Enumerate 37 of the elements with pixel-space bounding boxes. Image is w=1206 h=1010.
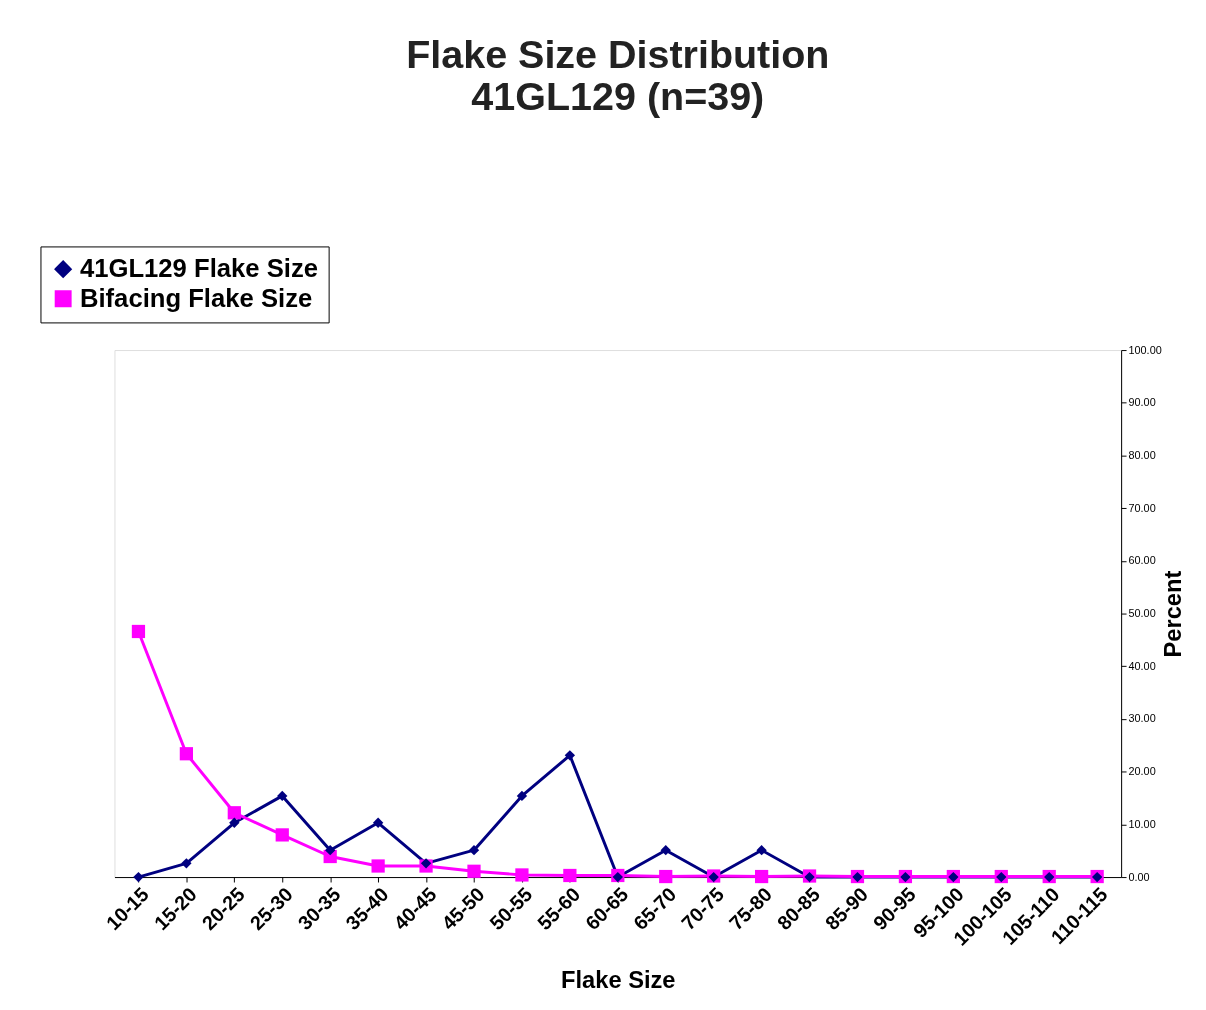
y-tick-label: 40.00 xyxy=(1128,659,1156,672)
point xyxy=(277,790,288,802)
point xyxy=(131,624,146,639)
point xyxy=(754,869,769,884)
point xyxy=(420,858,432,869)
point xyxy=(515,868,529,882)
point xyxy=(563,868,577,883)
point xyxy=(564,750,576,761)
y-tick-label: 50.00 xyxy=(1128,607,1156,620)
y-tick-label: 10.00 xyxy=(1128,817,1156,830)
point xyxy=(325,845,336,856)
y-tick-label: 60.00 xyxy=(1128,554,1156,567)
y-tick-label: 70.00 xyxy=(1128,501,1156,514)
point xyxy=(516,790,528,802)
legend-label: Bifacing Flake Size xyxy=(79,283,313,312)
y-tick-label: 100.00 xyxy=(1128,343,1162,356)
y-tick-label: 20.00 xyxy=(1128,765,1156,778)
point xyxy=(756,845,767,856)
point xyxy=(179,747,193,761)
y-tick-label: 0.00 xyxy=(1128,870,1150,883)
point xyxy=(275,828,289,842)
point xyxy=(227,806,241,820)
y-tick-label: 30.00 xyxy=(1128,712,1156,725)
point xyxy=(229,817,240,828)
point xyxy=(133,871,144,883)
y-tick-label: 90.00 xyxy=(1128,396,1156,409)
point xyxy=(372,817,384,828)
y-tick-label: 80.00 xyxy=(1128,448,1156,461)
legend-label: 41GL129 Flake Size xyxy=(79,254,318,283)
point xyxy=(181,858,192,869)
point xyxy=(659,869,673,884)
point xyxy=(467,864,481,878)
x-axis-title: Flake Size xyxy=(561,967,676,994)
point xyxy=(660,845,671,856)
point xyxy=(468,845,480,856)
y-axis-title: Percent xyxy=(1160,570,1187,658)
point xyxy=(371,859,385,873)
